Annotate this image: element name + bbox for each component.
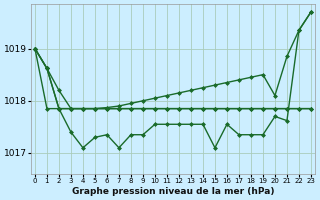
X-axis label: Graphe pression niveau de la mer (hPa): Graphe pression niveau de la mer (hPa) [72, 187, 274, 196]
